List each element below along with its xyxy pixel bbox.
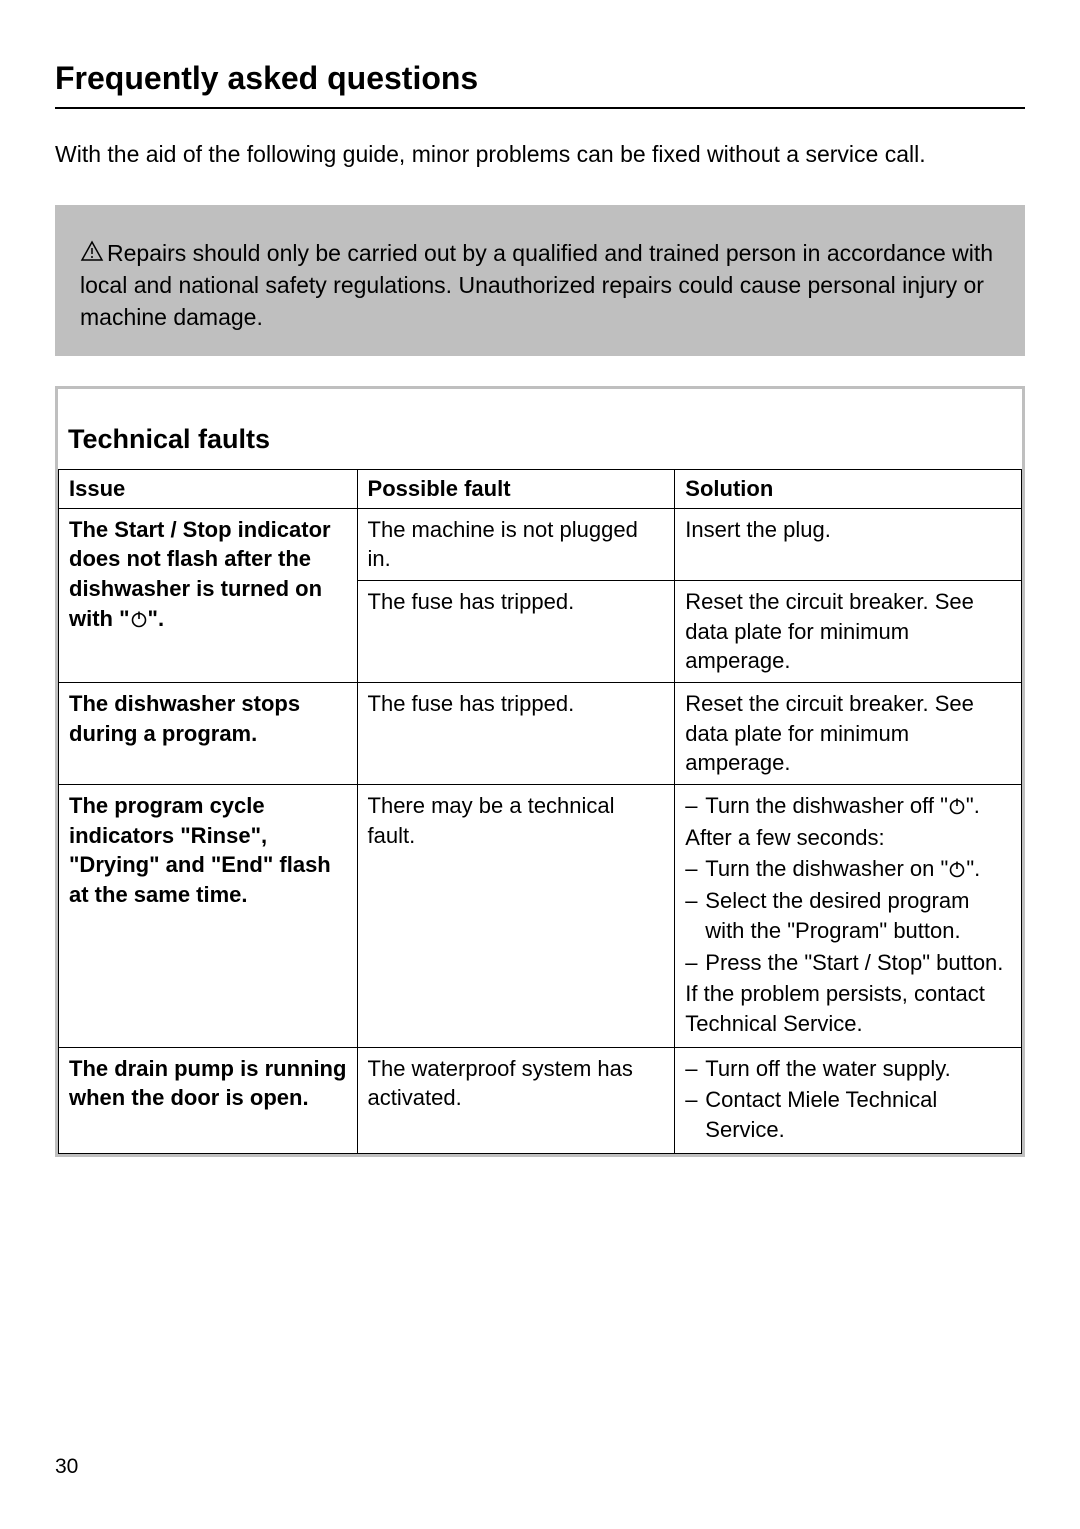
fault-cell: The fuse has tripped. bbox=[357, 683, 675, 785]
issue-cell: The program cycle indicators "Rinse", "D… bbox=[59, 785, 358, 1048]
page-number: 30 bbox=[55, 1455, 78, 1479]
solution-step: Turn the dishwasher on "". bbox=[685, 854, 1011, 884]
power-icon bbox=[948, 856, 966, 881]
solution-step: Turn the dishwasher off "". bbox=[685, 791, 1011, 821]
section-title: Technical faults bbox=[58, 389, 1022, 469]
page-title: Frequently asked questions bbox=[55, 60, 1025, 109]
warning-triangle-icon bbox=[80, 239, 104, 270]
issue-cell: The drain pump is running when the door … bbox=[59, 1047, 358, 1153]
table-row: The Start / Stop indicator does not flas… bbox=[59, 508, 1022, 580]
technical-faults-section: Technical faults Issue Possible fault So… bbox=[55, 386, 1025, 1157]
faults-table: Issue Possible fault Solution The Start … bbox=[58, 469, 1022, 1154]
header-issue: Issue bbox=[59, 469, 358, 508]
fault-cell: The fuse has tripped. bbox=[357, 580, 675, 682]
solution-step: Contact Miele Technical Service. bbox=[685, 1085, 1011, 1144]
power-icon bbox=[948, 793, 966, 818]
solution-cell: Reset the circuit breaker. See data plat… bbox=[675, 683, 1022, 785]
header-solution: Solution bbox=[675, 469, 1022, 508]
table-header-row: Issue Possible fault Solution bbox=[59, 469, 1022, 508]
solution-cell: Reset the circuit breaker. See data plat… bbox=[675, 580, 1022, 682]
warning-text: Repairs should only be carried out by a … bbox=[80, 240, 993, 329]
header-fault: Possible fault bbox=[357, 469, 675, 508]
solution-cell: Turn off the water supply. Contact Miele… bbox=[675, 1047, 1022, 1153]
solution-step: Select the desired program with the "Pro… bbox=[685, 886, 1011, 945]
power-icon bbox=[130, 606, 148, 631]
table-row: The drain pump is running when the door … bbox=[59, 1047, 1022, 1153]
table-row: The dishwasher stops during a program. T… bbox=[59, 683, 1022, 785]
issue-cell: The Start / Stop indicator does not flas… bbox=[59, 508, 358, 682]
fault-cell: The waterproof system has activated. bbox=[357, 1047, 675, 1153]
solution-step: Press the "Start / Stop" button. bbox=[685, 948, 1011, 978]
table-row: The program cycle indicators "Rinse", "D… bbox=[59, 785, 1022, 1048]
fault-cell: There may be a technical fault. bbox=[357, 785, 675, 1048]
solution-text: After a few seconds: bbox=[685, 823, 1011, 853]
warning-box: Repairs should only be carried out by a … bbox=[55, 205, 1025, 356]
issue-cell: The dishwasher stops during a program. bbox=[59, 683, 358, 785]
solution-step: Turn off the water supply. bbox=[685, 1054, 1011, 1084]
solution-cell: Insert the plug. bbox=[675, 508, 1022, 580]
fault-cell: The machine is not plugged in. bbox=[357, 508, 675, 580]
solution-text: If the problem persists, contact Technic… bbox=[685, 979, 1011, 1038]
solution-cell: Turn the dishwasher off "". After a few … bbox=[675, 785, 1022, 1048]
intro-paragraph: With the aid of the following guide, min… bbox=[55, 139, 1025, 170]
